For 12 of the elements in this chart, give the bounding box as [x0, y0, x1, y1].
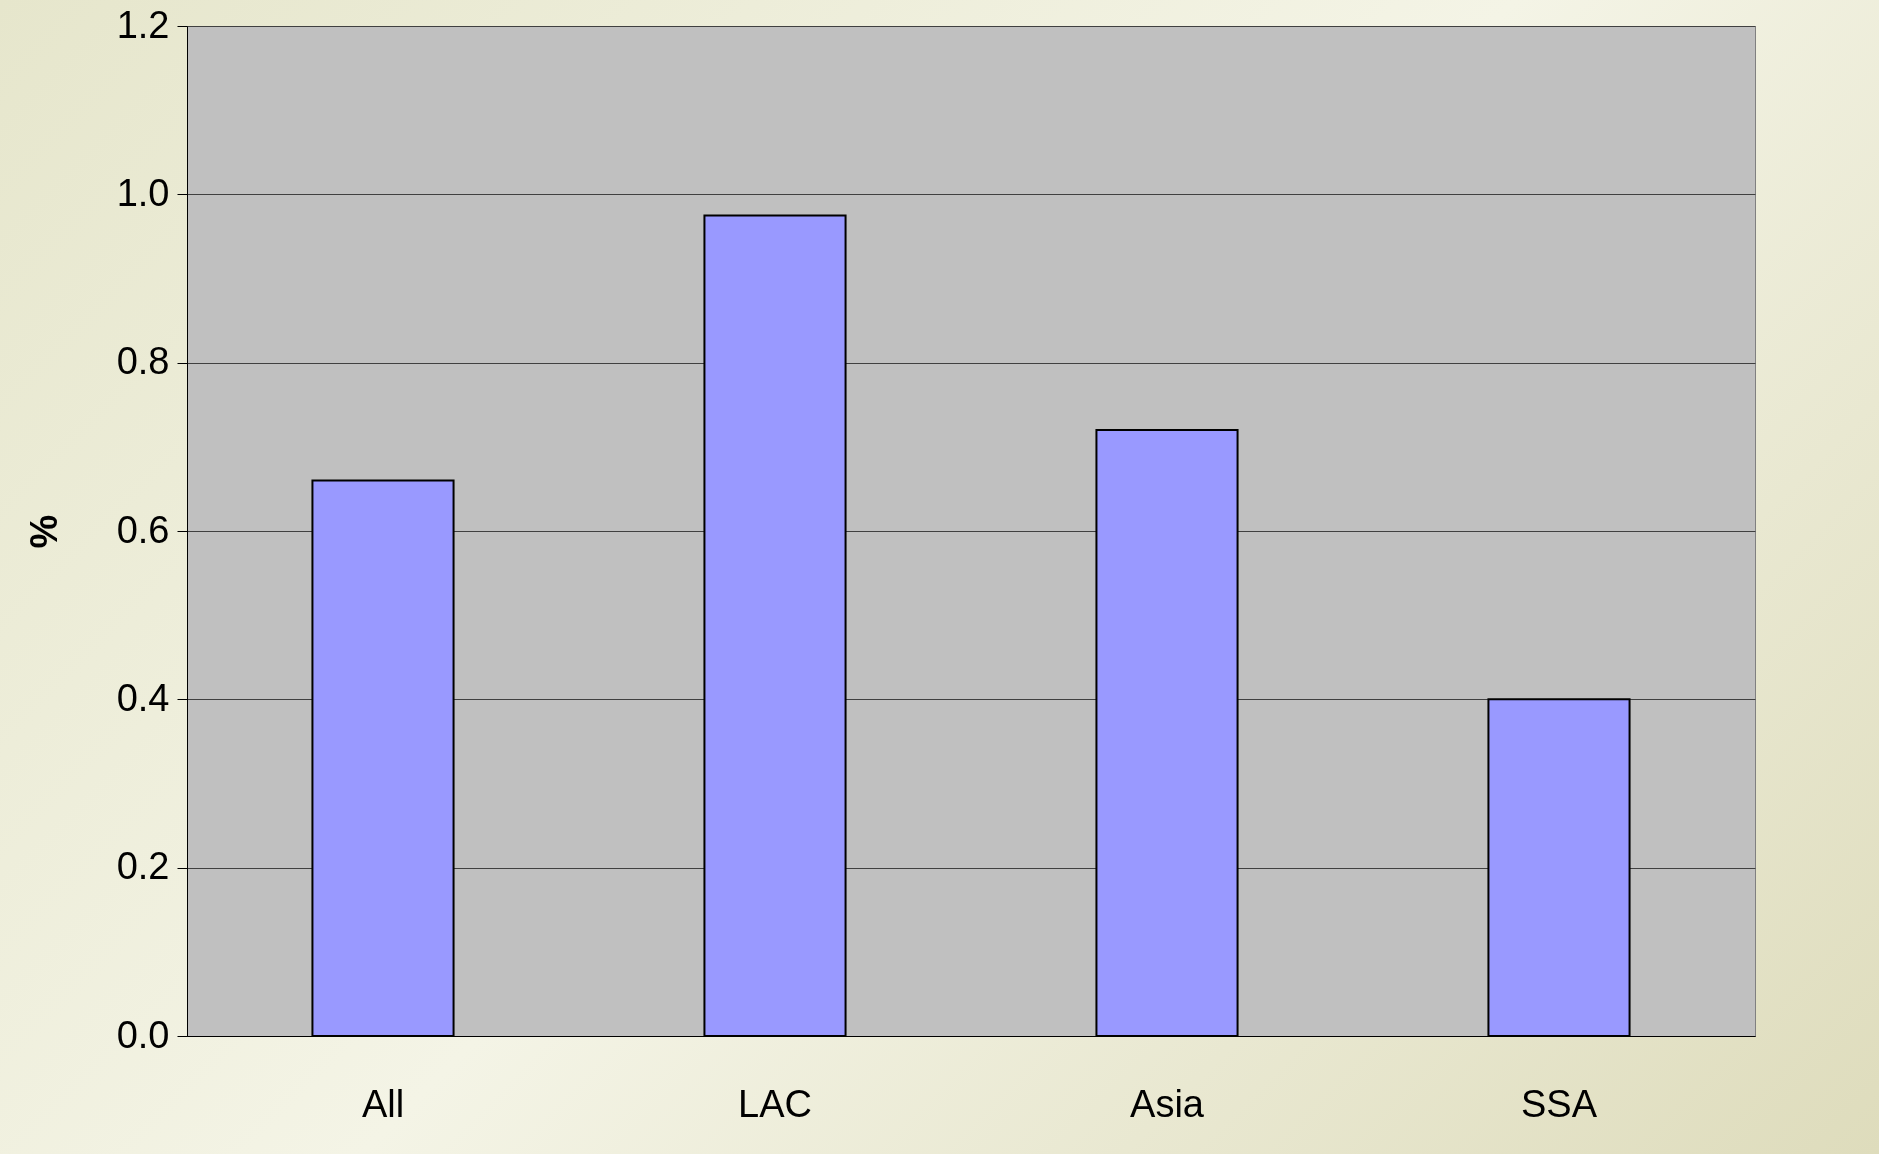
- y-tick-label: 0.2: [116, 845, 170, 888]
- x-tick-label: LAC: [738, 1082, 812, 1125]
- y-tick-label: 1.2: [116, 3, 170, 46]
- x-tick-label: All: [361, 1082, 405, 1125]
- y-tick-label: 0.6: [116, 508, 170, 551]
- x-tick-label: SSA: [1520, 1082, 1598, 1125]
- x-tick-label: Asia: [1130, 1082, 1205, 1125]
- y-tick-label: 0.4: [116, 676, 170, 719]
- y-tick-label: 1.0: [116, 171, 170, 214]
- y-tick-label: 0.8: [116, 340, 170, 383]
- y-tick-label: 0.0: [116, 1013, 170, 1056]
- y-axis-title: %: [22, 514, 65, 549]
